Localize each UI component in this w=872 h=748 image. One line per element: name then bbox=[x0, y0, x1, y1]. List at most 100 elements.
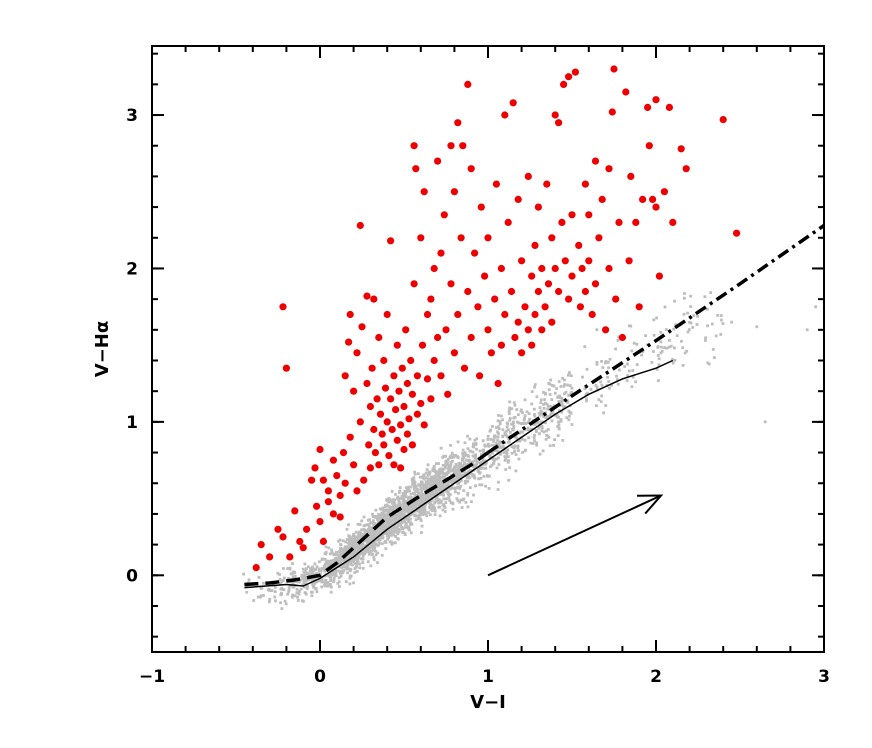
arrow-shaft bbox=[487, 494, 662, 577]
halpha-emitter-point bbox=[504, 218, 512, 226]
halpha-emitter-point bbox=[531, 241, 539, 249]
halpha-emitter-point bbox=[464, 80, 472, 88]
field-star-point bbox=[445, 471, 449, 474]
field-star-point bbox=[510, 427, 514, 431]
field-star-point bbox=[438, 505, 442, 509]
halpha-emitter-point bbox=[393, 341, 401, 349]
field-star-point bbox=[341, 547, 345, 551]
field-star-point bbox=[404, 486, 408, 490]
field-star-point bbox=[381, 515, 385, 518]
field-star-point bbox=[404, 524, 407, 528]
field-star-point bbox=[705, 307, 709, 311]
halpha-emitter-point bbox=[423, 310, 432, 319]
halpha-emitter-point bbox=[308, 476, 316, 484]
field-star-point bbox=[673, 358, 677, 362]
field-star-point bbox=[433, 488, 436, 492]
field-star-point bbox=[426, 492, 430, 496]
field-star-point bbox=[341, 556, 344, 560]
field-star-point bbox=[420, 512, 423, 516]
halpha-emitter-points bbox=[252, 65, 741, 572]
field-star-point bbox=[372, 534, 376, 538]
field-star-point bbox=[290, 595, 294, 599]
field-star-point bbox=[314, 568, 318, 571]
field-star-point bbox=[383, 524, 387, 528]
field-star-point bbox=[444, 464, 447, 468]
field-star-point bbox=[428, 497, 432, 500]
halpha-emitter-point bbox=[565, 295, 573, 303]
field-star-point bbox=[387, 519, 391, 523]
field-star-point bbox=[448, 466, 452, 469]
y-tick-label: 1 bbox=[126, 413, 138, 433]
halpha-emitter-point bbox=[370, 295, 378, 303]
field-star-point bbox=[686, 330, 690, 334]
field-star-point bbox=[332, 552, 335, 556]
field-star-point bbox=[389, 515, 393, 519]
field-star-point bbox=[338, 550, 342, 553]
halpha-emitter-point bbox=[652, 96, 660, 104]
field-star-point bbox=[330, 573, 333, 577]
field-star-point bbox=[292, 585, 296, 588]
field-star-point bbox=[305, 587, 309, 590]
field-star-point bbox=[523, 417, 526, 420]
field-star-point bbox=[348, 538, 352, 542]
field-star-point bbox=[409, 531, 413, 535]
halpha-emitter-point bbox=[329, 510, 337, 518]
field-star-point bbox=[389, 521, 393, 525]
field-star-point bbox=[523, 398, 527, 402]
field-star-point bbox=[478, 449, 482, 453]
halpha-emitter-point bbox=[548, 318, 556, 326]
field-star-point bbox=[367, 522, 371, 526]
field-star-point bbox=[449, 444, 452, 447]
halpha-emitter-point bbox=[471, 249, 479, 257]
field-star-point bbox=[387, 535, 391, 539]
field-star-point bbox=[508, 418, 512, 422]
field-star-point bbox=[542, 407, 546, 410]
halpha-emitter-point bbox=[618, 333, 627, 342]
field-star-point bbox=[403, 504, 407, 508]
field-star-point bbox=[469, 449, 472, 453]
field-star-point bbox=[506, 422, 510, 426]
field-star-point bbox=[492, 462, 496, 465]
field-star-point bbox=[689, 321, 693, 325]
field-star-point bbox=[401, 519, 405, 522]
field-star-point bbox=[627, 324, 631, 328]
halpha-emitter-point bbox=[541, 303, 549, 311]
field-star-point bbox=[304, 575, 308, 579]
halpha-emitter-point bbox=[430, 264, 438, 273]
field-star-point bbox=[390, 501, 394, 505]
field-star-point bbox=[545, 433, 548, 437]
field-star-point bbox=[311, 582, 314, 586]
field-star-point bbox=[418, 494, 422, 498]
halpha-emitter-point bbox=[408, 390, 416, 398]
field-star-point bbox=[466, 459, 470, 463]
field-star-point bbox=[458, 472, 462, 476]
field-star-point bbox=[397, 521, 401, 525]
field-star-point bbox=[424, 496, 428, 500]
field-star-point bbox=[387, 500, 391, 504]
field-star-point bbox=[514, 453, 518, 456]
field-star-point bbox=[554, 414, 558, 417]
field-star-point bbox=[289, 572, 293, 576]
field-star-point bbox=[681, 346, 685, 350]
arrow-head bbox=[637, 494, 664, 515]
field-star-point bbox=[559, 385, 563, 388]
field-star-point bbox=[418, 501, 422, 505]
halpha-emitter-point bbox=[548, 234, 556, 242]
field-star-point bbox=[457, 471, 461, 474]
halpha-emitter-point bbox=[388, 425, 396, 434]
field-star-point bbox=[451, 480, 455, 483]
field-star-point bbox=[660, 345, 663, 349]
field-star-point bbox=[411, 483, 414, 486]
field-star-point bbox=[461, 452, 465, 456]
field-star-point bbox=[618, 368, 621, 372]
halpha-emitter-point bbox=[591, 157, 600, 165]
field-star-point bbox=[543, 398, 546, 401]
field-star-point bbox=[673, 346, 676, 350]
halpha-emitter-point bbox=[442, 326, 450, 334]
field-star-point bbox=[452, 466, 456, 470]
model-line-dashed-thick bbox=[244, 451, 490, 587]
field-star-point bbox=[459, 479, 463, 482]
field-star-point bbox=[323, 569, 327, 573]
field-star-point bbox=[366, 528, 370, 531]
x-tick-label: 1 bbox=[482, 667, 494, 687]
